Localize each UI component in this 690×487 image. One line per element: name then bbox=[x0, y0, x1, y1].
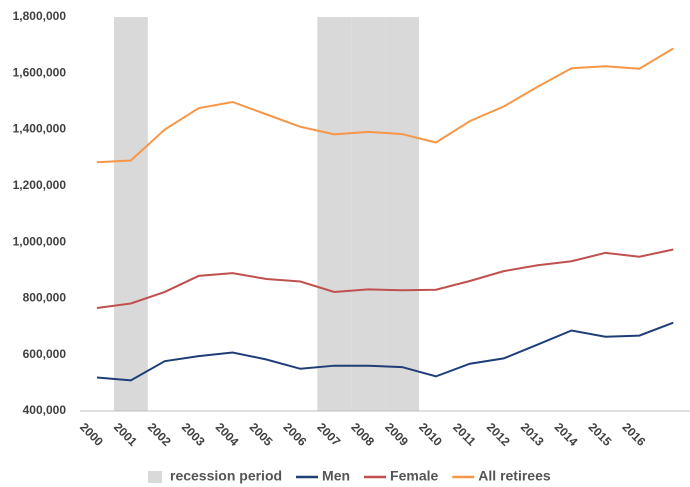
legend-label: Female bbox=[390, 468, 438, 484]
x-tick-label: 2006 bbox=[281, 420, 310, 449]
legend-label: recession period bbox=[170, 468, 282, 484]
legend-label: Men bbox=[322, 468, 350, 484]
legend-label: All retirees bbox=[478, 468, 551, 484]
x-tick-label: 2003 bbox=[179, 420, 208, 449]
recession-band bbox=[317, 17, 352, 411]
x-tick-label: 2009 bbox=[382, 420, 411, 449]
x-tick-label: 2002 bbox=[145, 420, 174, 449]
recession-band bbox=[351, 17, 386, 411]
x-tick-label: 2012 bbox=[484, 420, 513, 449]
x-tick-label: 2001 bbox=[111, 420, 140, 449]
x-tick-label: 2004 bbox=[213, 420, 242, 449]
x-tick-label: 2010 bbox=[416, 420, 445, 449]
x-tick-label: 2013 bbox=[518, 420, 547, 449]
x-tick-label: 2000 bbox=[77, 420, 106, 449]
line-series bbox=[96, 321, 674, 382]
line-series bbox=[96, 248, 674, 309]
x-tick-label: 2005 bbox=[247, 420, 276, 449]
y-tick-label: 1,200,000 bbox=[13, 178, 67, 192]
x-tick-label: 2016 bbox=[620, 420, 649, 449]
line-series bbox=[96, 47, 674, 164]
y-tick-label: 1,400,000 bbox=[13, 122, 67, 136]
x-tick-label: 2008 bbox=[348, 420, 377, 449]
x-tick-label: 2015 bbox=[586, 420, 615, 449]
x-tick-label: 2011 bbox=[450, 420, 479, 449]
recession-band bbox=[385, 17, 419, 411]
x-tick-label: 2014 bbox=[552, 420, 581, 449]
y-tick-label: 1,000,000 bbox=[13, 234, 67, 248]
legend: recession period Men Female All retirees bbox=[148, 468, 551, 484]
y-tick-label: 800,000 bbox=[23, 291, 67, 305]
y-tick-label: 1,800,000 bbox=[13, 9, 67, 23]
y-tick-label: 600,000 bbox=[23, 347, 67, 361]
x-tick-label: 2007 bbox=[314, 420, 343, 449]
legend-swatch bbox=[148, 471, 162, 483]
recession-band bbox=[113, 17, 148, 411]
y-tick-label: 1,600,000 bbox=[13, 65, 67, 79]
y-tick-label: 400,000 bbox=[23, 403, 67, 417]
